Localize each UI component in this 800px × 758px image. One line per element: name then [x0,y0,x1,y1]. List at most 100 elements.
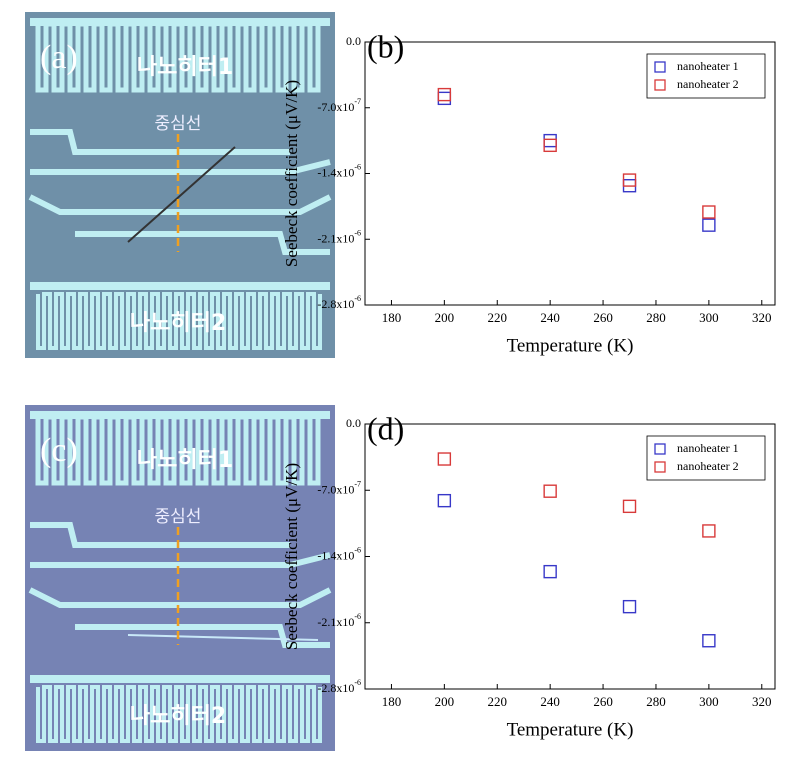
y-tick-label: -1.4x10-6 [317,545,361,562]
marker [702,218,716,232]
y-tick-exponent: -6 [354,678,361,687]
y-tick-exponent: -6 [354,162,361,171]
marker [702,634,716,648]
legend-label: nanoheater 2 [677,77,739,91]
panel-label: (a) [40,39,78,76]
y-axis-title: Seebeck coefficient (μV/K) [282,463,301,650]
y-tick-text: -2.8x10 [317,681,354,695]
y-tick-text: 0.0 [346,416,361,430]
y-axis-title: Seebeck coefficient (μV/K) [282,80,301,267]
x-tick-label: 200 [435,694,455,709]
marker [702,524,716,538]
x-tick-label: 240 [540,310,560,325]
y-tick-exponent: -7 [354,97,361,106]
heater-label: 나노히터2 [130,704,226,729]
electrode [75,231,330,255]
legend-label: nanoheater 1 [677,59,739,73]
heater-label: 나노히터2 [130,311,226,336]
y-tick-label: -2.8x10-6 [317,294,361,311]
x-tick-label: 260 [593,310,613,325]
x-tick-label: 320 [752,310,772,325]
heater-pad [30,18,330,26]
electrode [30,552,331,568]
marker [622,499,637,514]
heater-label: 나노히터1 [137,55,233,80]
y-tick-text: -7.0x10 [317,482,354,496]
y-tick-label: -2.1x10-6 [317,612,361,629]
x-tick-label: 300 [699,694,719,709]
heater-label: 나노히터1 [137,448,233,473]
marker [437,452,452,466]
legend-label: nanoheater 2 [677,459,739,473]
y-tick-exponent: -6 [354,228,361,237]
marker [622,599,637,614]
legend-label: nanoheater 1 [677,441,739,455]
x-tick-label: 180 [382,310,402,325]
x-tick-label: 240 [540,694,560,709]
electrode [30,159,331,175]
x-tick-label: 300 [699,310,719,325]
heater-pad [30,411,330,419]
y-tick-label: -7.0x10-7 [317,97,361,114]
electrode [30,522,290,548]
marker [543,564,557,579]
marker [622,173,637,187]
heater-pad [30,675,330,683]
x-axis-title: Temperature (K) [507,335,634,356]
heater-comb [36,292,322,350]
center-label: 중심선 [155,507,202,527]
x-axis-title: Temperature (K) [507,719,634,740]
marker [543,133,557,148]
marker [437,493,452,508]
y-tick-exponent: -7 [354,479,361,488]
panel-label: (b) [367,28,404,64]
y-tick-label: -2.8x10-6 [317,678,361,695]
y-tick-exponent: -6 [354,294,361,303]
y-tick-text: -2.1x10 [317,615,354,629]
y-tick-label: -1.4x10-6 [317,162,361,179]
panel-label: (c) [40,432,78,469]
x-tick-label: 260 [593,694,613,709]
x-tick-label: 220 [488,694,508,709]
y-tick-label: -2.1x10-6 [317,228,361,245]
electrode [75,624,330,648]
center-label: 중심선 [155,114,202,134]
y-tick-label: 0.0 [346,34,361,48]
marker [437,91,452,106]
x-tick-label: 320 [752,694,772,709]
marker [543,484,557,498]
legend-marker [654,443,666,455]
y-tick-exponent: -6 [354,545,361,554]
y-tick-text: 0.0 [346,34,361,48]
legend-box [646,435,766,481]
y-tick-text: -1.4x10 [317,165,354,179]
marker [702,205,716,219]
y-tick-text: -7.0x10 [317,100,354,114]
legend-marker [654,79,666,91]
y-tick-label: 0.0 [346,416,361,430]
heater-comb [36,685,322,743]
electrode [30,129,290,155]
x-tick-label: 180 [382,694,402,709]
x-tick-label: 280 [646,310,666,325]
y-tick-text: -1.4x10 [317,548,354,562]
legend-box [646,53,766,99]
marker [437,87,452,102]
heater-pad [30,282,330,290]
electrode [28,194,332,215]
y-tick-text: -2.1x10 [317,231,354,245]
nanowire [127,634,319,641]
y-tick-exponent: -6 [354,612,361,621]
legend-marker [654,461,666,473]
x-tick-label: 280 [646,694,666,709]
nanowire [127,146,236,243]
y-tick-text: -2.8x10 [317,297,354,311]
legend-marker [654,61,666,73]
x-tick-label: 220 [488,310,508,325]
y-tick-label: -7.0x10-7 [317,479,361,496]
panel-label: (d) [367,410,404,446]
marker [543,138,557,153]
x-tick-label: 200 [435,310,455,325]
electrode [28,587,332,608]
